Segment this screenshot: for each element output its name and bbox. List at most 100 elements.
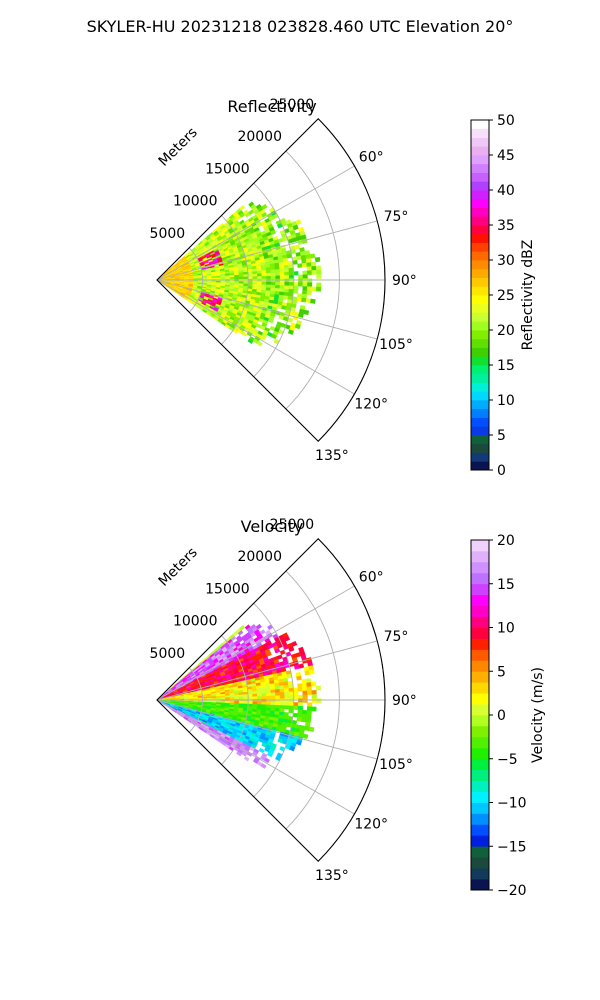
echo-cell <box>266 275 272 280</box>
colorbar-swatch <box>471 400 489 410</box>
echo-cell <box>256 281 263 285</box>
velocity-azimuth-labels: 60° 75° 90° 105° 120° 135° <box>315 569 417 884</box>
colorbar-swatch <box>471 605 489 617</box>
echo-cell <box>311 694 317 699</box>
echo-cell <box>261 273 267 277</box>
colorbar-swatch <box>471 233 489 243</box>
echo-cell <box>284 275 290 280</box>
echo-cell <box>297 683 303 688</box>
echo-cell <box>310 298 316 304</box>
echo-cell <box>289 278 294 283</box>
echo-cell <box>316 269 322 275</box>
range-tick-label: 10000 <box>173 194 218 210</box>
azimuth-spoke <box>156 640 378 701</box>
echo-cell <box>225 275 231 278</box>
azimuth-tick-label: 120° <box>354 817 388 833</box>
velocity-colorbar-label: Velocity (m/s) <box>530 667 546 763</box>
echo-cell <box>296 675 302 681</box>
echo-cell <box>279 691 285 696</box>
echo-cell <box>306 690 313 695</box>
colorbar-swatch <box>471 356 489 366</box>
colorbar-tick-label: 20 <box>497 323 515 339</box>
echo-cell <box>293 705 299 711</box>
velocity-range-labels: 5000 10000 15000 20000 25000 <box>150 517 315 662</box>
reflectivity-title: Reflectivity <box>227 97 316 116</box>
echo-cell <box>316 274 322 279</box>
echo-cell <box>293 691 299 696</box>
colorbar-swatch <box>471 572 489 585</box>
colorbar-swatch <box>471 277 489 287</box>
velocity-grid <box>156 538 386 862</box>
echo-cell <box>302 286 308 291</box>
colorbar-swatch <box>471 725 489 738</box>
echo-cell <box>252 693 258 697</box>
colorbar-swatch <box>471 791 489 803</box>
echo-cell <box>225 277 231 280</box>
colorbar-swatch <box>471 857 489 869</box>
echo-cell <box>252 276 258 280</box>
echo-cell <box>311 706 317 712</box>
echo-cell <box>238 696 244 700</box>
echo-cell <box>247 281 253 285</box>
echo-cell <box>243 281 249 285</box>
echo-cell <box>256 693 263 697</box>
azimuth-tick-label: 60° <box>359 149 384 165</box>
colorbar-swatch <box>471 649 489 661</box>
echo-cell <box>257 696 263 700</box>
colorbar-swatch <box>471 868 489 880</box>
echo-cell <box>243 276 249 280</box>
echo-cell <box>252 701 258 705</box>
echo-cell <box>211 277 217 280</box>
colorbar-swatch <box>471 365 489 375</box>
echo-cell <box>270 281 276 286</box>
echo-cell <box>315 685 322 691</box>
colorbar-swatch <box>471 426 489 436</box>
echo-cell <box>239 204 246 211</box>
echo-cell <box>296 255 302 261</box>
echo-cell <box>303 309 310 316</box>
echo-cell <box>283 635 291 642</box>
colorbar-swatch <box>471 146 489 156</box>
colorbar-swatch <box>471 321 489 331</box>
echo-cell <box>307 702 313 708</box>
colorbar-tick-label: −20 <box>497 883 527 899</box>
echo-cell <box>311 690 317 695</box>
echo-cell <box>295 219 302 226</box>
echo-cell <box>291 640 298 647</box>
colorbar-swatch <box>471 190 489 200</box>
echo-cell <box>311 270 317 275</box>
echo-cell <box>225 697 231 700</box>
echo-cell <box>275 701 281 706</box>
echo-cell <box>256 273 263 277</box>
echo-cell <box>298 278 304 283</box>
echo-cell <box>306 286 313 292</box>
echo-cell <box>301 262 308 268</box>
colorbar-tick-label: 10 <box>497 393 515 409</box>
echo-cell <box>306 262 312 268</box>
colorbar-tick-label: −10 <box>497 796 527 812</box>
echo-cell <box>288 271 294 276</box>
colorbar-tick-label: 50 <box>497 113 515 129</box>
echo-cell <box>307 278 313 283</box>
colorbar-swatch <box>471 417 489 427</box>
echo-cell <box>238 694 244 698</box>
colorbar-tick-label: −15 <box>497 839 527 855</box>
echo-cell <box>283 684 289 690</box>
colorbar-swatch <box>471 769 489 782</box>
echo-cell <box>298 698 304 703</box>
colorbar-tick-label: 25 <box>497 288 515 304</box>
echo-cell <box>301 289 308 295</box>
echo-cell <box>261 281 267 286</box>
echo-cell <box>311 698 317 704</box>
echo-cell <box>270 284 276 289</box>
colorbar-swatch <box>471 540 489 552</box>
echo-cell <box>267 318 274 324</box>
azimuth-tick-label: 60° <box>359 569 384 585</box>
sector-frame <box>156 118 386 442</box>
echo-cell <box>284 705 290 710</box>
colorbar-swatch <box>471 120 489 130</box>
colorbar-swatch <box>471 736 489 749</box>
echo-cell <box>283 295 289 300</box>
echo-cell <box>310 681 317 687</box>
